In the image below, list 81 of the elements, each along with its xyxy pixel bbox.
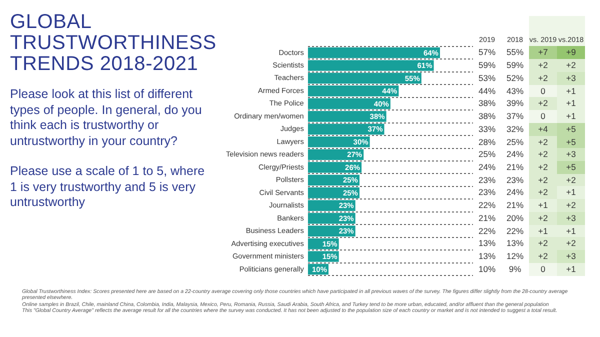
data-label: +5 bbox=[557, 160, 585, 174]
text: GLOBAL TRUSTWORTHINESS TRENDS 2018-2021 bbox=[10, 11, 216, 75]
bar bbox=[308, 60, 434, 71]
data-label: +5 bbox=[557, 122, 585, 136]
data-label: +1 bbox=[557, 186, 585, 200]
data-label: 59% bbox=[477, 59, 496, 72]
data-label: +3 bbox=[557, 72, 585, 85]
data-label: 55% bbox=[505, 46, 524, 60]
data-label: 13% bbox=[477, 237, 496, 250]
data-label: 0 bbox=[529, 262, 557, 276]
data-label: 37% bbox=[505, 110, 524, 123]
data-label: +1 bbox=[529, 199, 557, 212]
bar bbox=[308, 86, 399, 96]
data-label: +5 bbox=[557, 136, 585, 148]
data-label: 38% bbox=[477, 110, 496, 123]
data-label: +2 bbox=[529, 97, 557, 110]
data-label: +3 bbox=[557, 212, 585, 225]
data-label: +2 bbox=[529, 212, 557, 225]
data-label: 20% bbox=[505, 212, 524, 225]
text: Please use a scale of 1 to 5, where 1 is very trustworthy and 5 is very untrustworthy bbox=[10, 164, 206, 210]
data-label: 24% bbox=[505, 148, 524, 161]
bar bbox=[308, 72, 422, 84]
data-label: 38% bbox=[477, 97, 496, 110]
data-label: 21% bbox=[505, 199, 524, 212]
data-label: 9% bbox=[508, 262, 522, 276]
bar bbox=[308, 98, 390, 110]
data-label: +2 bbox=[529, 237, 557, 250]
data-label: 59% bbox=[505, 59, 524, 72]
data-label: 33% bbox=[477, 122, 496, 136]
data-label: 13% bbox=[477, 250, 496, 263]
data-label: +7 bbox=[529, 46, 557, 60]
bar bbox=[308, 47, 440, 58]
data-label: 21% bbox=[477, 212, 496, 225]
data-label: +2 bbox=[529, 250, 557, 263]
data-label: 22% bbox=[477, 199, 496, 212]
data-label: +2 bbox=[557, 59, 585, 72]
data-label: 23% bbox=[477, 186, 496, 200]
data-label: 23% bbox=[477, 174, 496, 186]
data-label: +1 bbox=[529, 224, 557, 238]
data-label: +2 bbox=[557, 174, 585, 186]
bar bbox=[308, 226, 356, 236]
data-label: +2 bbox=[529, 136, 557, 148]
data-label: +1 bbox=[557, 262, 585, 276]
data-label: 12% bbox=[505, 250, 524, 263]
data-label: 43% bbox=[505, 84, 524, 98]
data-label: +2 bbox=[529, 59, 557, 72]
data-label: 24% bbox=[505, 186, 524, 200]
data-label: 25% bbox=[477, 148, 496, 161]
data-label: 32% bbox=[505, 122, 524, 136]
data-label: 44% bbox=[477, 84, 496, 98]
text: Please look at this list of different types of people. In general, do you think each is trustworthy or untrustworthy in your country? bbox=[10, 87, 203, 149]
data-label: 24% bbox=[477, 160, 496, 174]
data-label: 22% bbox=[505, 224, 524, 238]
data-label: +2 bbox=[529, 148, 557, 161]
data-label: 21% bbox=[505, 160, 524, 174]
data-label: 52% bbox=[505, 72, 524, 85]
data-label: 10% bbox=[477, 262, 496, 276]
data-label: +1 bbox=[557, 110, 585, 123]
data-label: 57% bbox=[477, 46, 496, 60]
data-label: +2 bbox=[529, 186, 557, 200]
data-label: +2 bbox=[529, 72, 557, 85]
data-label: 25% bbox=[505, 136, 524, 148]
data-label: +4 bbox=[529, 122, 557, 136]
data-label: +2 bbox=[529, 174, 557, 186]
data-label: 0 bbox=[529, 84, 557, 98]
data-label: +2 bbox=[529, 160, 557, 174]
data-label: 0 bbox=[529, 110, 557, 123]
data-label: +2 bbox=[557, 199, 585, 212]
data-label: 39% bbox=[505, 97, 524, 110]
data-label: +9 bbox=[557, 46, 585, 60]
data-label: 28% bbox=[477, 136, 496, 148]
data-label: +1 bbox=[557, 97, 585, 110]
data-label: +1 bbox=[557, 224, 585, 238]
data-label: +3 bbox=[557, 148, 585, 161]
data-label: +3 bbox=[557, 250, 585, 263]
data-label: +2 bbox=[557, 237, 585, 250]
data-label: 23% bbox=[505, 174, 524, 186]
data-label: +1 bbox=[557, 84, 585, 98]
data-label: 13% bbox=[505, 237, 524, 250]
data-label: 22% bbox=[477, 224, 496, 238]
data-label: 53% bbox=[477, 72, 496, 85]
